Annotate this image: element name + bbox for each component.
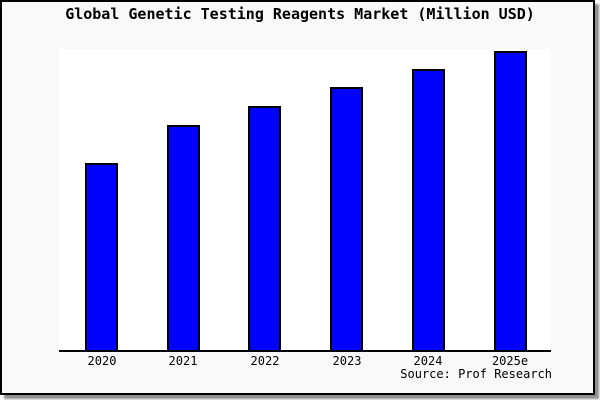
plot-area xyxy=(59,49,551,352)
bar-2022 xyxy=(248,106,281,350)
x-tick-label-2022: 2022 xyxy=(250,354,280,368)
bar-2024 xyxy=(412,69,445,350)
bar-2023 xyxy=(330,87,363,350)
x-tick-label-2023: 2023 xyxy=(332,354,362,368)
x-tick-label-2021: 2021 xyxy=(168,354,198,368)
x-tick-label-2024: 2024 xyxy=(413,354,443,368)
source-credit: Source: Prof Research xyxy=(400,367,552,381)
bar-2025e xyxy=(494,51,527,350)
bar-2020 xyxy=(85,163,118,350)
x-tick-label-2025e: 2025e xyxy=(491,354,529,368)
bar-2021 xyxy=(167,125,200,350)
chart-title: Global Genetic Testing Reagents Market (… xyxy=(65,5,535,23)
x-tick-label-2020: 2020 xyxy=(87,354,117,368)
